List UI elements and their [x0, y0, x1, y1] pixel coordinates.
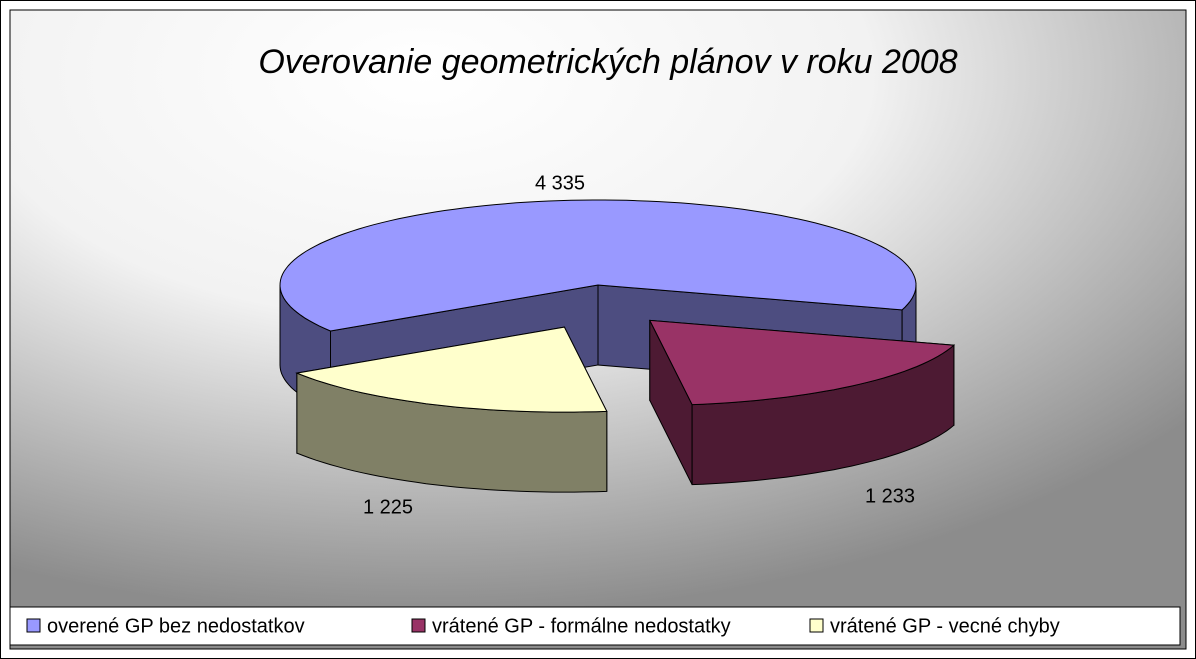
- legend: [9, 606, 1181, 646]
- legend-label: vrátené GP - formálne nedostatky: [432, 615, 731, 637]
- data-label: 4 335: [535, 172, 585, 194]
- slice-top: [295, 326, 608, 413]
- legend-label: vrátené GP - vecné chyby: [830, 615, 1060, 637]
- slice-top: [279, 199, 917, 332]
- chart-title: Overovanie geometrických plánov v roku 2…: [258, 43, 957, 81]
- legend-swatch: [411, 618, 426, 633]
- pie: 4 335 1 233 1 225: [279, 172, 956, 518]
- legend-swatch: [26, 618, 41, 633]
- data-label: 1 233: [865, 485, 915, 507]
- legend-label: overené GP bez nedostatkov: [47, 615, 305, 637]
- legend-items: overené GP bez nedostatkov vrátené GP - f…: [26, 615, 1060, 637]
- data-label: 1 225: [363, 496, 413, 518]
- legend-swatch: [809, 618, 824, 633]
- slice-top: [648, 319, 956, 406]
